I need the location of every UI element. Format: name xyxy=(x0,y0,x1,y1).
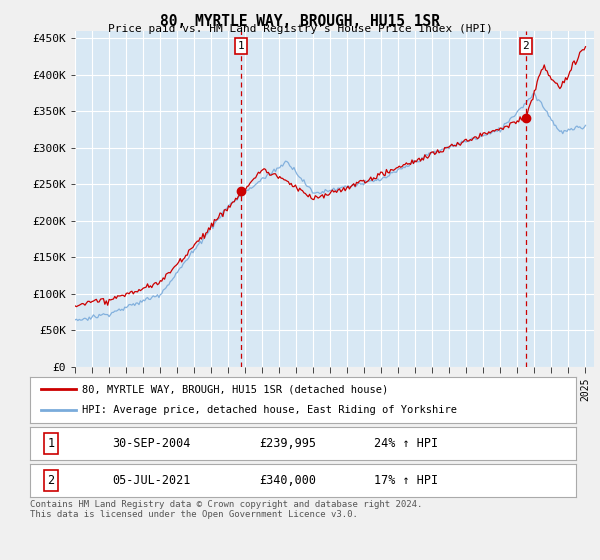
Text: Price paid vs. HM Land Registry's House Price Index (HPI): Price paid vs. HM Land Registry's House … xyxy=(107,24,493,34)
Text: 80, MYRTLE WAY, BROUGH, HU15 1SR (detached house): 80, MYRTLE WAY, BROUGH, HU15 1SR (detach… xyxy=(82,384,388,394)
Text: 24% ↑ HPI: 24% ↑ HPI xyxy=(374,437,438,450)
Text: £340,000: £340,000 xyxy=(259,474,316,487)
Text: 30-SEP-2004: 30-SEP-2004 xyxy=(112,437,190,450)
Text: 2: 2 xyxy=(47,474,55,487)
Text: HPI: Average price, detached house, East Riding of Yorkshire: HPI: Average price, detached house, East… xyxy=(82,405,457,416)
Text: Contains HM Land Registry data © Crown copyright and database right 2024.
This d: Contains HM Land Registry data © Crown c… xyxy=(30,500,422,519)
Text: 1: 1 xyxy=(238,41,244,51)
Text: 2: 2 xyxy=(523,41,529,51)
Text: 05-JUL-2021: 05-JUL-2021 xyxy=(112,474,190,487)
Text: 1: 1 xyxy=(47,437,55,450)
Text: £239,995: £239,995 xyxy=(259,437,316,450)
Text: 80, MYRTLE WAY, BROUGH, HU15 1SR: 80, MYRTLE WAY, BROUGH, HU15 1SR xyxy=(160,14,440,29)
Text: 17% ↑ HPI: 17% ↑ HPI xyxy=(374,474,438,487)
